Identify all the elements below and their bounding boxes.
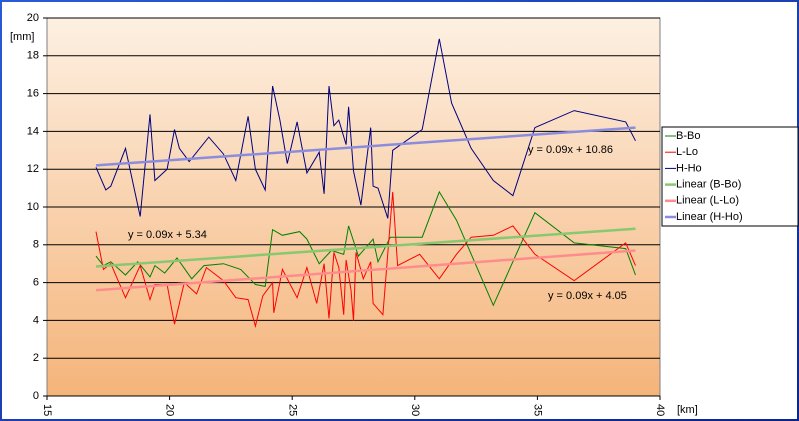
legend-label: B-Bo <box>676 130 700 142</box>
trend-line <box>95 249 636 292</box>
y-tick-label: 0 <box>33 390 39 402</box>
y-tick-label: 14 <box>27 125 39 137</box>
y-tick-label: 16 <box>27 88 39 100</box>
legend-label: Linear (H-Ho) <box>676 211 743 223</box>
y-tick-label: 6 <box>33 277 39 289</box>
legend <box>661 126 799 227</box>
y-tick-label: 4 <box>33 314 39 326</box>
legend-label: Linear (L-Lo) <box>676 195 739 207</box>
y-axis-label: [mm] <box>10 31 34 43</box>
data-line <box>95 191 636 329</box>
y-tick-label: 18 <box>27 50 39 62</box>
trend-equation: y = 0.09x + 10.86 <box>528 144 613 156</box>
x-axis-label: [km] <box>677 404 698 416</box>
x-tick-label: 15 <box>41 404 53 416</box>
legend-label: Linear (B-Bo) <box>676 179 741 191</box>
x-tick-label: 40 <box>654 404 666 416</box>
y-tick-label: 10 <box>27 201 39 213</box>
y-tick-label: 12 <box>27 163 39 175</box>
y-tick-label: 8 <box>33 239 39 251</box>
trend-equation: y = 0.09x + 4.05 <box>548 290 627 302</box>
legend-label: L-Lo <box>676 146 698 158</box>
data-line <box>95 38 636 219</box>
legend-label: H-Ho <box>676 162 702 174</box>
data-line <box>95 190 636 307</box>
x-tick-label: 25 <box>286 404 298 416</box>
trend-line <box>95 126 636 167</box>
x-tick-label: 20 <box>164 404 176 416</box>
x-tick-label: 30 <box>409 404 421 416</box>
y-tick-label: 20 <box>27 12 39 24</box>
x-tick-label: 35 <box>531 404 543 416</box>
trend-equation: y = 0.09x + 5.34 <box>128 229 207 241</box>
y-tick-label: 2 <box>33 352 39 364</box>
trend-line <box>95 227 636 268</box>
